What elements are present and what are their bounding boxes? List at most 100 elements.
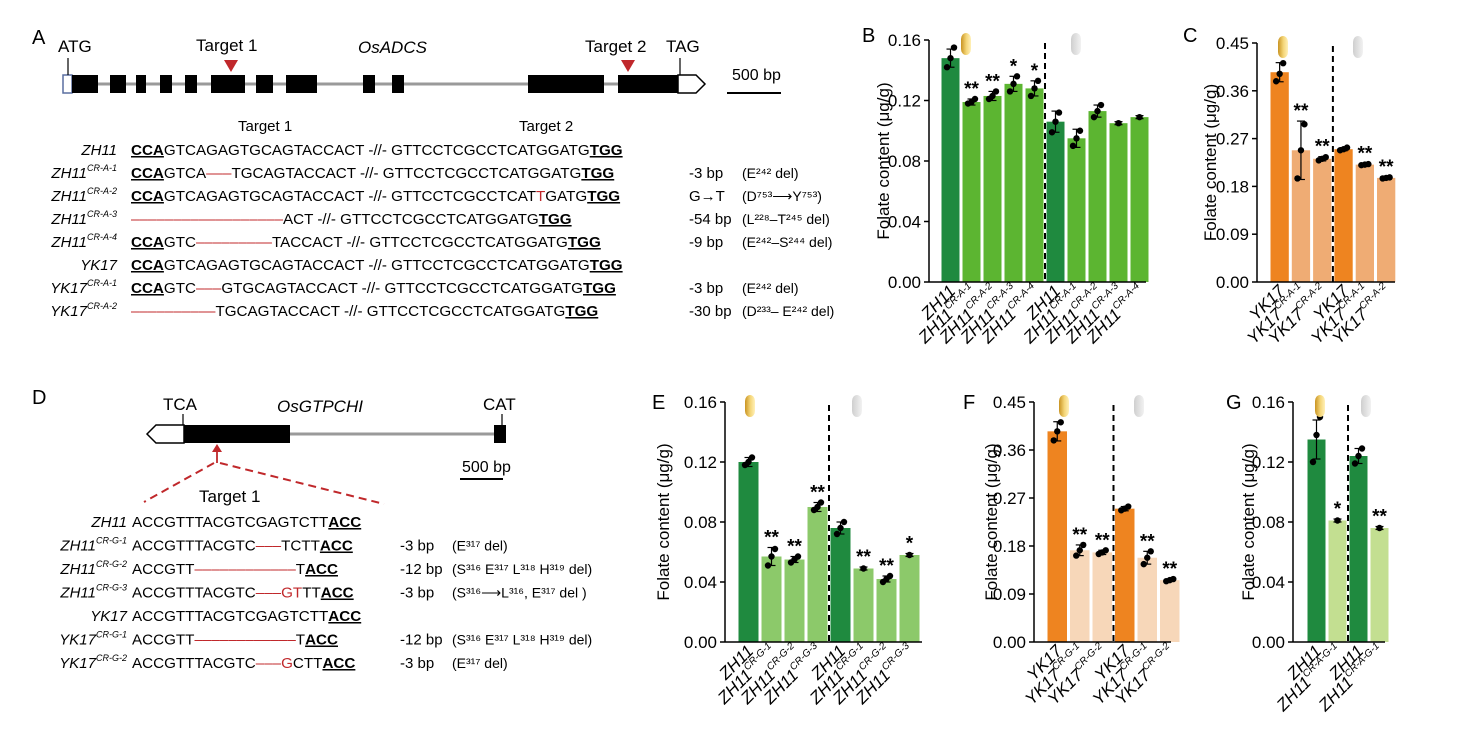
bar	[784, 559, 805, 642]
data-point	[1010, 80, 1017, 88]
data-point	[748, 454, 756, 461]
data-point	[768, 553, 775, 560]
y-tick-label: 0.00	[684, 633, 717, 652]
cat-label: CAT	[483, 395, 516, 414]
deletion-gap: ––––––––––––––––––	[131, 211, 284, 228]
strain-label: YK17	[80, 257, 117, 274]
data-point	[1115, 119, 1122, 127]
mutation-size: G→T	[689, 188, 725, 205]
significance-mark: **	[764, 528, 779, 549]
pam-motif: TGG	[587, 188, 620, 205]
atg-label: ATG	[58, 37, 92, 56]
target1-marker	[224, 60, 238, 72]
tca-label: TCA	[163, 395, 198, 414]
seq-segment: GTTCCTCGCCTCATGGATG	[391, 257, 590, 274]
sequence-line: CCAGTCA–––TGCAGTACCACT -//- GTTCCTCGCCTC…	[131, 165, 614, 182]
brown-rice-grain-icon	[1134, 395, 1144, 417]
significance-mark: **	[810, 483, 825, 504]
data-point	[1034, 77, 1042, 85]
significance-mark: **	[1162, 559, 1177, 580]
pam-motif: TGG	[583, 280, 616, 297]
sequence-line: ACCGTTTACGTC–––TCTTACC	[132, 538, 353, 555]
seq-segment: GTGCAGTACCACT	[221, 280, 357, 297]
mutation-size: -12 bp	[400, 561, 443, 578]
grain-body	[1278, 36, 1288, 58]
allele-superscript: CR-A-2	[87, 301, 117, 311]
data-point	[1351, 460, 1359, 467]
seq-header-target2: Target 2	[519, 118, 573, 135]
y-axis-label: Folate content (μg/g)	[874, 82, 893, 239]
adcs-exon	[256, 75, 273, 93]
pam-motif: TGG	[590, 142, 623, 159]
data-point	[1125, 503, 1132, 510]
gene-name-adcs: OsADCS	[358, 38, 428, 57]
seq-segment: ACCGTTTACGTCGAGTCTT	[132, 608, 328, 625]
data-point	[1055, 109, 1063, 116]
adcs-exon	[72, 75, 98, 93]
brown-rice-grain-icon	[852, 395, 862, 417]
y-tick-label: 0.00	[1216, 273, 1249, 292]
polished-rice-grain-icon	[1315, 395, 1325, 417]
bar	[1355, 164, 1374, 282]
adcs-exon	[160, 75, 172, 93]
significance-mark: **	[879, 556, 894, 577]
bar	[1130, 117, 1149, 282]
target2-label: Target 2	[585, 37, 646, 56]
data-point	[1080, 541, 1087, 549]
sequence-break: -//-	[364, 142, 391, 159]
brown-rice-grain-icon	[1071, 33, 1081, 55]
seq-segment: GTTCCTCGCCTCATGGATG	[383, 165, 582, 182]
y-tick-label: 0.00	[1252, 633, 1285, 652]
bar	[962, 102, 981, 282]
y-tick-label: 0.08	[1252, 513, 1285, 532]
data-point	[1309, 458, 1317, 466]
data-point	[794, 553, 802, 560]
y-tick-label: 0.16	[888, 31, 921, 50]
deletion-gap: –––	[256, 538, 282, 555]
y-tick-label: 0.36	[993, 441, 1026, 460]
significance-mark: **	[1379, 157, 1394, 178]
data-point	[833, 530, 841, 538]
data-point	[1069, 142, 1077, 150]
bar	[1307, 439, 1326, 642]
strain-label: ZH11CR-A-3	[50, 209, 117, 228]
data-point	[1170, 575, 1177, 583]
bar	[1025, 88, 1044, 283]
grain-body	[1059, 395, 1069, 417]
adcs-exon	[618, 75, 678, 93]
bar	[1270, 72, 1289, 282]
strain-name: ZH11	[59, 585, 96, 602]
seq-segment: GTCA	[164, 165, 207, 182]
sequence-break: -//-	[340, 303, 367, 320]
bar	[1088, 111, 1107, 283]
data-point	[943, 64, 951, 71]
y-tick-label: 0.18	[1216, 177, 1249, 196]
polished-rice-grain-icon	[745, 395, 755, 417]
data-point	[1102, 547, 1109, 554]
data-point	[1140, 560, 1147, 568]
data-point	[1076, 127, 1084, 134]
seq-segment: GTCAGAGTGCAGTACCACT	[164, 188, 364, 205]
seq-segment: ACCGTT	[132, 561, 194, 578]
pam-motif: ACC	[320, 538, 353, 555]
panel-letter-d: D	[32, 387, 46, 409]
pam-motif: TGG	[539, 211, 572, 228]
y-tick-label: 0.09	[993, 585, 1026, 604]
data-point	[814, 503, 821, 511]
bar	[1291, 150, 1311, 282]
significance-mark: **	[1315, 137, 1330, 158]
strain-name: YK17	[50, 303, 87, 320]
bar	[1067, 138, 1086, 282]
significance-mark: **	[1372, 507, 1387, 528]
strain-label: ZH11	[90, 514, 127, 531]
significance-mark: *	[1010, 56, 1018, 77]
point-mutation: T	[536, 188, 545, 205]
data-point	[1013, 73, 1021, 80]
sequence-line: ACCGTT––––––––––––TACC	[132, 561, 338, 578]
pam-motif: ACC	[322, 655, 355, 672]
polished-rice-grain-icon	[1278, 36, 1288, 58]
mutation-size: -12 bp	[400, 632, 443, 649]
seq-segment: TGCAGTACCACT	[231, 165, 355, 182]
